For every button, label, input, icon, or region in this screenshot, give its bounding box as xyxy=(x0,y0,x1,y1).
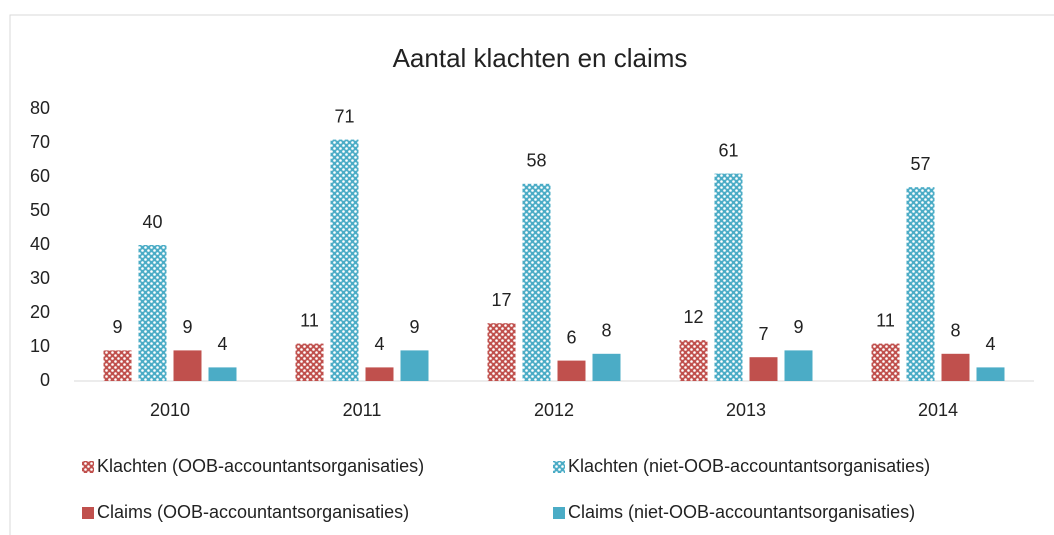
bar xyxy=(173,350,202,381)
data-label: 58 xyxy=(526,151,546,171)
legend-swatch xyxy=(553,507,565,519)
x-tick-label: 2014 xyxy=(918,400,958,420)
data-label: 4 xyxy=(217,334,227,354)
bar xyxy=(400,350,429,381)
bar xyxy=(784,350,813,381)
x-tick-label: 2011 xyxy=(343,400,382,420)
y-tick-label: 20 xyxy=(30,302,50,322)
bar xyxy=(295,343,324,381)
bar xyxy=(330,139,359,381)
chart-frame xyxy=(9,14,1054,535)
bar xyxy=(103,350,132,381)
legend-label: Claims (niet-OOB-accountantsorganisaties… xyxy=(568,502,915,522)
x-tick-label: 2010 xyxy=(150,400,190,420)
bar xyxy=(138,245,167,381)
data-label: 12 xyxy=(683,307,703,327)
y-tick-label: 30 xyxy=(30,268,50,288)
legend-label: Klachten (niet-OOB-accountantsorganisati… xyxy=(568,456,930,476)
data-label: 40 xyxy=(142,212,162,232)
bar xyxy=(557,360,586,381)
data-label: 9 xyxy=(409,317,419,337)
bar xyxy=(208,367,237,381)
bar xyxy=(522,183,551,381)
y-tick-label: 50 xyxy=(30,200,50,220)
data-label: 17 xyxy=(491,290,511,310)
data-label: 9 xyxy=(182,317,192,337)
data-label: 4 xyxy=(985,334,995,354)
x-tick-label: 2012 xyxy=(534,400,574,420)
data-label: 6 xyxy=(566,327,576,347)
y-tick-label: 40 xyxy=(30,234,50,254)
y-tick-label: 80 xyxy=(30,98,50,118)
bar xyxy=(714,173,743,381)
y-tick-label: 10 xyxy=(30,336,50,356)
bar xyxy=(906,187,935,381)
data-label: 9 xyxy=(112,317,122,337)
bar xyxy=(365,367,394,381)
legend-label: Klachten (OOB-accountantsorganisaties) xyxy=(97,456,424,476)
data-label: 11 xyxy=(300,310,319,330)
legend-swatch xyxy=(82,461,94,473)
legend-label: Claims (OOB-accountantsorganisaties) xyxy=(97,502,409,522)
data-label: 57 xyxy=(910,154,930,174)
data-label: 61 xyxy=(718,140,738,160)
y-tick-label: 70 xyxy=(30,132,50,152)
bar xyxy=(592,353,621,381)
data-label: 9 xyxy=(793,317,803,337)
legend-swatch xyxy=(553,461,565,473)
y-tick-label: 0 xyxy=(40,370,50,390)
bar xyxy=(976,367,1005,381)
y-tick-label: 60 xyxy=(30,166,50,186)
data-label: 4 xyxy=(374,334,384,354)
data-label: 7 xyxy=(758,324,768,344)
legend-swatch xyxy=(82,507,94,519)
data-label: 8 xyxy=(601,321,611,341)
chart-title: Aantal klachten en claims xyxy=(393,43,688,73)
bar xyxy=(941,353,970,381)
data-label: 71 xyxy=(334,106,354,126)
data-label: 11 xyxy=(876,310,895,330)
data-label: 8 xyxy=(950,321,960,341)
bar xyxy=(871,343,900,381)
bar xyxy=(679,340,708,381)
x-tick-label: 2013 xyxy=(726,400,766,420)
bar xyxy=(487,323,516,381)
bar xyxy=(749,357,778,381)
